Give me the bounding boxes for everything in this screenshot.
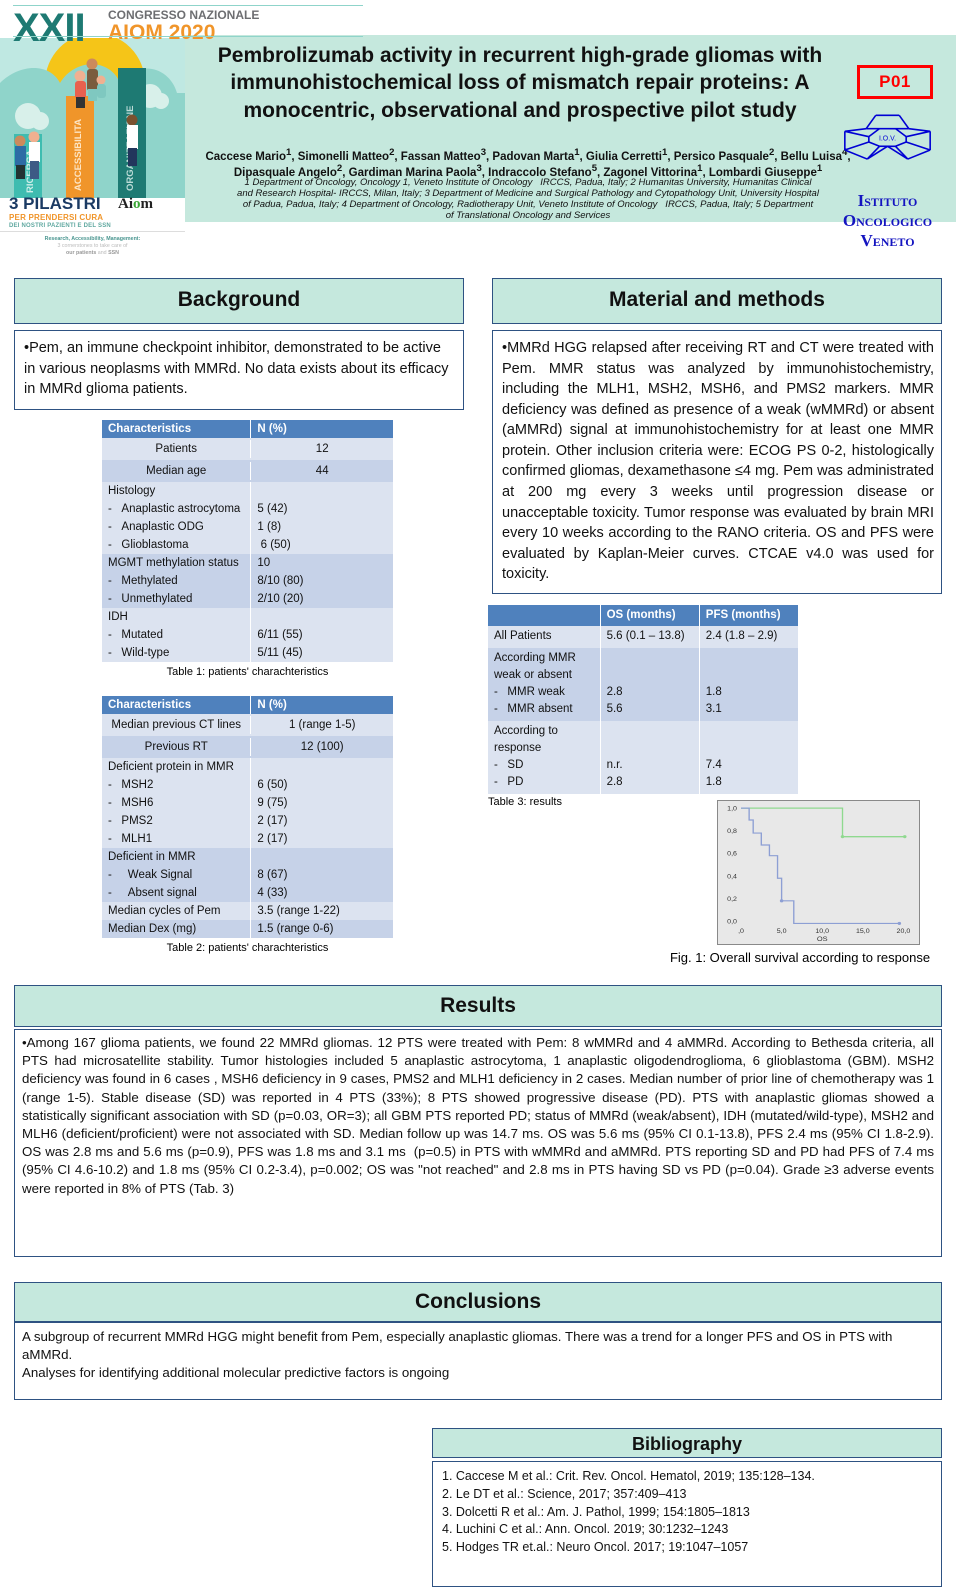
svg-text:0,4: 0,4 xyxy=(727,874,737,881)
svg-text:0,2: 0,2 xyxy=(727,896,737,903)
svg-text:ACCESSIBILITA: ACCESSIBILITA xyxy=(73,119,84,191)
svg-text:I.O.V.: I.O.V. xyxy=(879,135,896,142)
svg-text:1,0: 1,0 xyxy=(727,806,737,813)
svg-text:,0: ,0 xyxy=(738,928,744,935)
svg-text:OS: OS xyxy=(817,937,828,944)
svg-text:20,0: 20,0 xyxy=(897,928,911,935)
svg-text:0,0: 0,0 xyxy=(727,919,737,926)
svg-text:15,0: 15,0 xyxy=(856,928,870,935)
svg-text:10,0: 10,0 xyxy=(815,928,829,935)
svg-text:5,0: 5,0 xyxy=(777,928,787,935)
svg-text:0,6: 0,6 xyxy=(727,851,737,858)
svg-text:0,8: 0,8 xyxy=(727,828,737,835)
